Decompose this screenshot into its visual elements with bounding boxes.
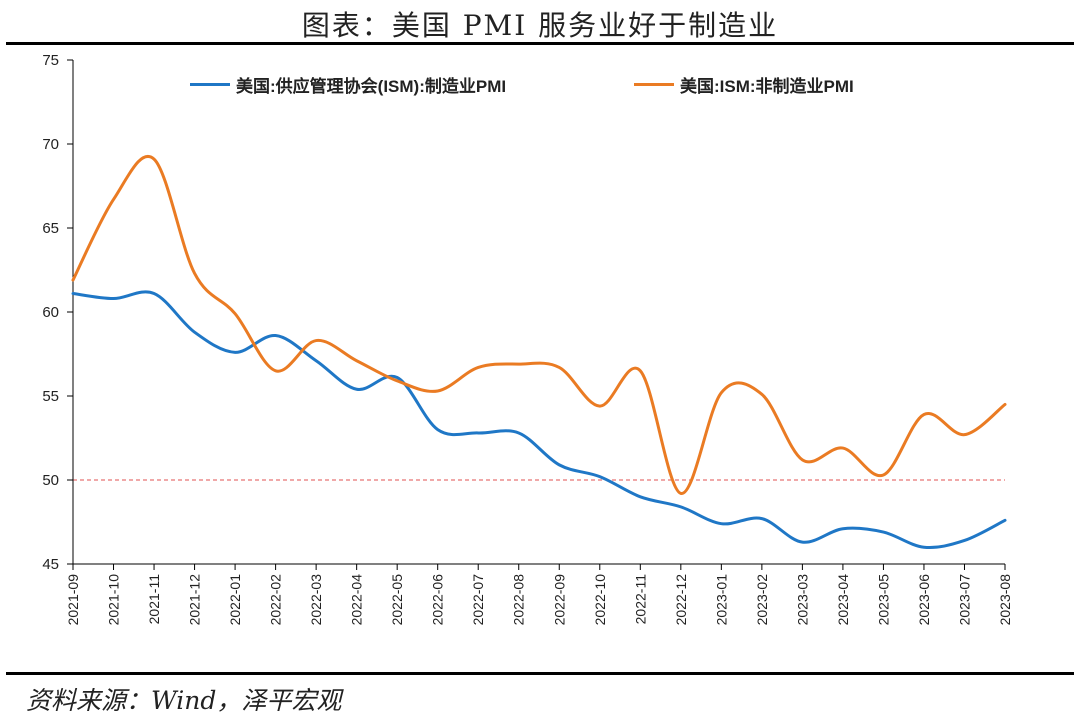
data-point-manufacturing xyxy=(639,495,642,498)
data-point-manufacturing xyxy=(112,297,115,300)
data-point-manufacturing xyxy=(436,428,439,431)
legend-swatch-manufacturing xyxy=(190,83,230,86)
data-point-non-manufacturing xyxy=(598,405,601,408)
data-point-manufacturing xyxy=(882,531,885,534)
data-point-non-manufacturing xyxy=(720,391,723,394)
series-line-manufacturing xyxy=(71,290,1007,549)
x-tick-label: 2022-06 xyxy=(430,574,446,626)
data-point-manufacturing xyxy=(477,431,480,434)
data-point-manufacturing xyxy=(922,546,925,549)
data-point-manufacturing xyxy=(153,292,156,295)
data-point-non-manufacturing xyxy=(558,366,561,369)
y-tick-label: 45 xyxy=(42,556,59,573)
data-point-non-manufacturing xyxy=(841,447,844,450)
legend-label-manufacturing: 美国:供应管理协会(ISM):制造业PMI xyxy=(236,77,507,96)
x-tick-label: 2022-08 xyxy=(511,574,527,626)
legend-item-non-manufacturing: 美国:ISM:非制造业PMI xyxy=(634,72,854,97)
line-chart: 45 50 55 60 65 70 75 2021-09 2021-10 2021-11 2021-… xyxy=(42,52,1013,626)
data-point-manufacturing xyxy=(396,376,399,379)
data-point-manufacturing xyxy=(72,292,75,295)
x-tick-label: 2022-11 xyxy=(632,574,648,625)
x-tick-label: 2022-03 xyxy=(308,574,324,626)
data-point-manufacturing xyxy=(841,527,844,530)
x-tick-label: 2021-11 xyxy=(146,574,162,625)
data-point-non-manufacturing xyxy=(436,389,439,392)
x-tick-label: 2023-01 xyxy=(713,574,729,626)
bottom-rule xyxy=(6,672,1074,675)
data-point-manufacturing xyxy=(234,351,237,354)
data-point-non-manufacturing xyxy=(477,366,480,369)
data-point-manufacturing xyxy=(558,463,561,466)
y-tick-label: 70 xyxy=(42,136,59,153)
data-point-non-manufacturing xyxy=(922,413,925,416)
data-point-non-manufacturing xyxy=(153,158,156,161)
x-tick-label: 2021-12 xyxy=(187,574,203,626)
x-tick-label: 2022-09 xyxy=(551,574,567,626)
x-tick-label: 2022-07 xyxy=(470,574,486,626)
data-point-non-manufacturing xyxy=(639,369,642,372)
data-point-non-manufacturing xyxy=(193,272,196,275)
x-tick-label: 2022-05 xyxy=(389,574,405,626)
y-tick-label: 55 xyxy=(42,388,59,405)
x-tick-label: 2022-10 xyxy=(592,574,608,626)
x-tick-label: 2021-10 xyxy=(106,574,122,626)
data-point-non-manufacturing xyxy=(679,492,682,495)
data-point-non-manufacturing xyxy=(274,369,277,372)
data-point-manufacturing xyxy=(760,517,763,520)
data-point-manufacturing xyxy=(517,431,520,434)
data-point-non-manufacturing xyxy=(315,339,318,342)
data-point-manufacturing xyxy=(315,359,318,362)
data-point-non-manufacturing xyxy=(1004,403,1007,406)
y-tick-label: 60 xyxy=(42,304,59,321)
data-point-non-manufacturing xyxy=(112,198,115,201)
x-tick-label: 2021-09 xyxy=(65,574,81,626)
x-tick-label: 2023-05 xyxy=(875,574,891,626)
x-tick-label: 2023-08 xyxy=(997,574,1013,626)
data-point-manufacturing xyxy=(355,388,358,391)
data-point-manufacturing xyxy=(1004,519,1007,522)
x-tick-label: 2022-04 xyxy=(349,574,365,626)
data-point-non-manufacturing xyxy=(355,359,358,362)
data-point-manufacturing xyxy=(274,334,277,337)
y-tick-label: 50 xyxy=(42,472,59,489)
source-note: 资料来源：Wind，泽平宏观 xyxy=(26,686,342,715)
x-tick-label: 2023-03 xyxy=(794,574,810,626)
series-line-non-manufacturing xyxy=(71,155,1007,495)
chart-title: 图表：美国 PMI 服务业好于制造业 xyxy=(301,9,779,42)
data-point-non-manufacturing xyxy=(72,279,75,282)
x-tick-label: 2023-02 xyxy=(754,574,770,626)
data-point-manufacturing xyxy=(720,522,723,525)
legend-label-non-manufacturing: 美国:ISM:非制造业PMI xyxy=(680,77,854,96)
data-point-non-manufacturing xyxy=(517,363,520,366)
y-tick-label: 75 xyxy=(42,52,59,69)
y-tick-label: 65 xyxy=(42,220,59,237)
data-point-manufacturing xyxy=(801,541,804,544)
top-rule xyxy=(6,42,1074,45)
data-point-non-manufacturing xyxy=(801,458,804,461)
data-point-non-manufacturing xyxy=(234,312,237,315)
data-point-non-manufacturing xyxy=(963,433,966,436)
x-tick-label: 2023-07 xyxy=(956,574,972,626)
x-tick-label: 2022-02 xyxy=(268,574,284,626)
legend-swatch-non-manufacturing xyxy=(634,83,674,86)
data-point-non-manufacturing xyxy=(760,393,763,396)
legend-item-manufacturing: 美国:供应管理协会(ISM):制造业PMI xyxy=(190,72,506,97)
data-point-non-manufacturing xyxy=(882,473,885,476)
data-point-manufacturing xyxy=(963,539,966,542)
x-tick-label: 2023-06 xyxy=(916,574,932,626)
data-point-manufacturing xyxy=(679,505,682,508)
data-point-manufacturing xyxy=(193,331,196,334)
x-tick-label: 2022-01 xyxy=(227,574,243,626)
x-tick-label: 2022-12 xyxy=(673,574,689,626)
data-point-manufacturing xyxy=(598,475,601,478)
x-tick-label: 2023-04 xyxy=(835,574,851,626)
data-point-non-manufacturing xyxy=(396,379,399,382)
